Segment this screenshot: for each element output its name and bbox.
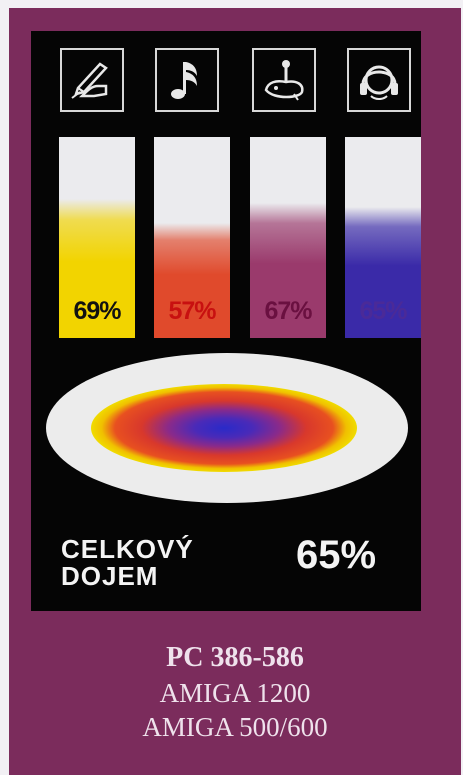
overall-label: CELKOVÝ DOJEM [61, 536, 281, 590]
music-rating-value: 57% [168, 297, 216, 325]
sound-rating-value: 65% [359, 297, 407, 325]
overall-rating-ellipse [44, 351, 410, 506]
music-bar-fill [154, 223, 230, 338]
platform-amiga-500: AMIGA 500/600 [142, 712, 328, 742]
platform-amiga-1200: AMIGA 1200 [159, 678, 311, 708]
overall-label-line1: CELKOVÝ [61, 534, 194, 564]
graphics-rating-value: 69% [73, 297, 121, 325]
music-rating-bar: 57% [154, 137, 230, 338]
overall-rating-value: 65% [296, 533, 377, 577]
hand-drawing-icon [60, 48, 124, 112]
gameplay-rating-value: 67% [264, 297, 312, 325]
gameplay-bar-fill [250, 203, 326, 338]
headphones-icon [347, 48, 411, 112]
graphics-rating-bar: 69% [59, 137, 135, 338]
platform-list: PC 386-586 AMIGA 1200 AMIGA 500/600 [9, 640, 461, 744]
sound-rating-bar: 65% [345, 137, 421, 338]
sound-bar-fill [345, 207, 421, 338]
platform-pc: PC 386-586 [166, 642, 304, 673]
rating-panel: 69% 57% 67% 65% [31, 31, 421, 611]
joystick-icon [252, 48, 316, 112]
overall-label-line2: DOJEM [61, 561, 159, 591]
gameplay-rating-bar: 67% [250, 137, 326, 338]
graphics-bar-fill [59, 199, 135, 338]
music-note-icon [155, 48, 219, 112]
